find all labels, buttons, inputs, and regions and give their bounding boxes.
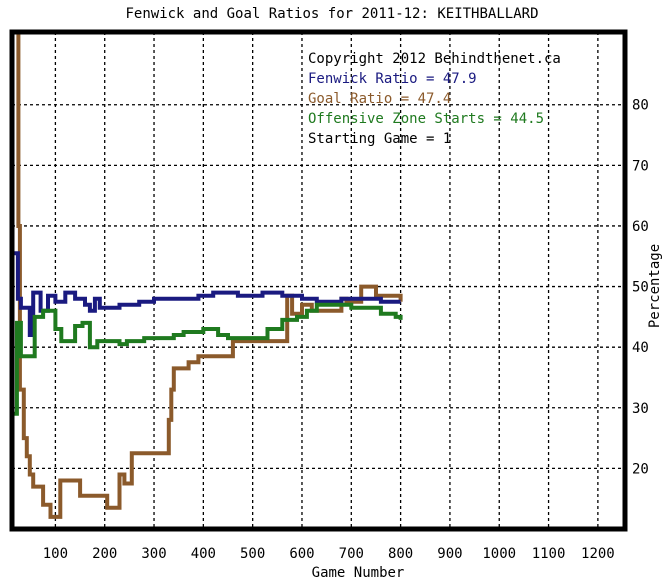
- legend-entry: Goal Ratio = 47.4: [308, 91, 451, 107]
- x-tick-label: 800: [388, 546, 413, 562]
- legend-entry: Offensive Zone Starts = 44.5: [308, 111, 544, 127]
- y-tick-label: 40: [632, 340, 649, 356]
- x-tick-label: 500: [240, 546, 265, 562]
- legend-entry: Copyright 2012 Behindthenet.ca: [308, 51, 561, 67]
- x-tick-labels: 100 200 300 400 500 600 700 800 900 1000 1100 1200: [43, 546, 615, 562]
- series-layer: [12, 32, 403, 519]
- legend: Copyright 2012 Behindthenet.ca Fenwick Ra…: [308, 51, 561, 147]
- y-tick-label: 50: [632, 280, 649, 296]
- chart-title: Fenwick and Goal Ratios for 2011-12: KEI…: [125, 6, 538, 22]
- x-tick-label: 300: [141, 546, 166, 562]
- x-tick-label: 600: [289, 546, 314, 562]
- plot-frame: [9, 29, 628, 532]
- series-line: [12, 251, 401, 337]
- x-tick-label: 1200: [581, 546, 615, 562]
- legend-entry: Starting Game = 1: [308, 131, 451, 147]
- x-tick-label: 200: [92, 546, 117, 562]
- y-tick-label: 70: [632, 158, 649, 174]
- x-tick-label: 400: [191, 546, 216, 562]
- y-tick-labels: 20 30 40 50 60 70 80: [632, 98, 649, 478]
- y-tick-label: 80: [632, 98, 649, 114]
- grid-lines: [12, 32, 625, 529]
- y-axis-label: Percentage: [647, 244, 663, 328]
- x-tick-label: 100: [43, 546, 68, 562]
- x-tick-label: 900: [437, 546, 462, 562]
- x-axis-label: Game Number: [312, 565, 405, 580]
- x-tick-label: 700: [339, 546, 364, 562]
- x-tick-label: 1100: [532, 546, 566, 562]
- plot-area: [12, 32, 625, 529]
- y-tick-label: 20: [632, 461, 649, 477]
- x-tick-label: 1000: [482, 546, 516, 562]
- y-tick-label: 30: [632, 401, 649, 417]
- series-line: [12, 302, 403, 416]
- series-line: [16, 32, 403, 519]
- legend-entry: Fenwick Ratio = 47.9: [308, 71, 477, 87]
- y-tick-label: 60: [632, 219, 649, 235]
